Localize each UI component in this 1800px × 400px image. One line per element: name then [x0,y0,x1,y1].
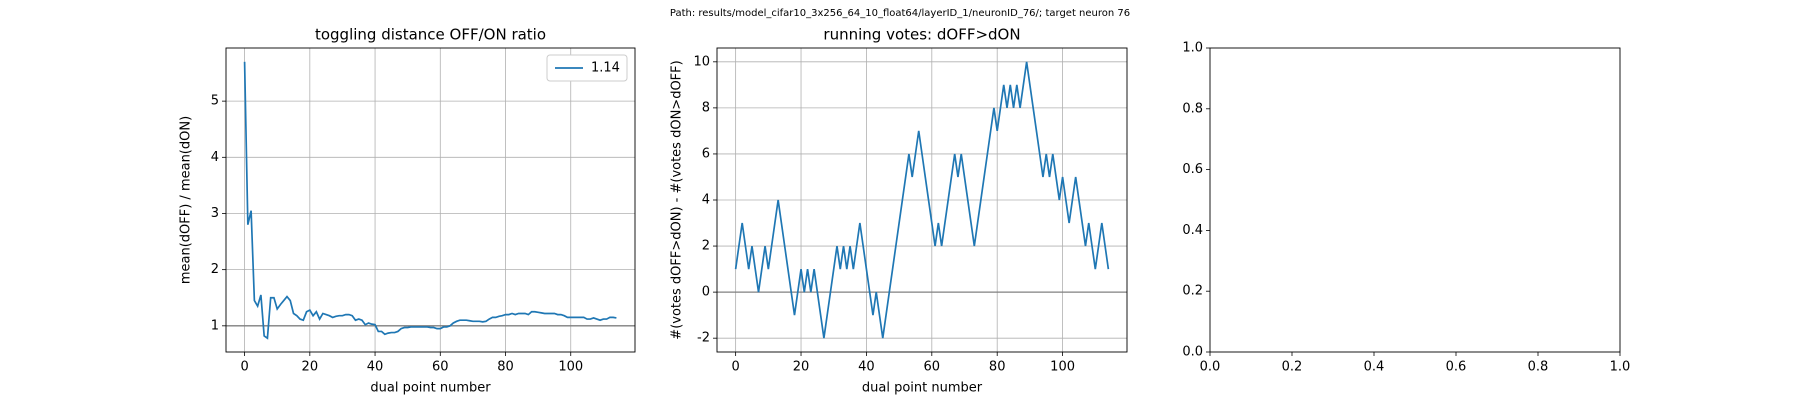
x-tick-label: 60 [924,360,941,375]
y-tick-label: 1 [211,318,219,333]
x-axis-label: dual point number [862,381,983,396]
y-tick-label: 5 [211,94,219,109]
y-tick-label: 0.4 [1182,223,1203,238]
data-line [734,61,1110,339]
data-line [243,61,617,340]
y-tick-label: 8 [702,100,710,115]
y-tick-label: 0.0 [1182,345,1203,360]
y-tick-label: 0.2 [1182,284,1203,299]
y-tick-label: -2 [697,331,710,346]
axes-frame [225,47,636,353]
y-tick-label: 10 [693,54,710,69]
x-tick-label: 40 [858,360,875,375]
x-tick-label: 40 [367,360,384,375]
x-tick-label: 0.2 [1282,360,1303,375]
y-tick-label: 0 [702,285,710,300]
y-tick-label: 3 [211,206,219,221]
x-tick-label: 0.4 [1364,360,1385,375]
y-tick-label: 0.6 [1182,162,1203,177]
y-tick-label: 2 [211,262,219,277]
suptitle: Path: results/model_cifar10_3x256_64_10_… [670,8,1130,19]
legend-label: 1.14 [591,61,620,76]
axes-title: toggling distance OFF/ON ratio [315,26,546,44]
y-axis-label: #(votes dOFF>dON) - #(votes dON>dOFF) [670,60,685,339]
x-tick-label: 80 [989,360,1006,375]
axes-title: running votes: dOFF>dON [823,26,1020,44]
y-tick-label: 6 [702,146,710,161]
x-tick-label: 0.0 [1200,360,1221,375]
axes-frame [716,47,1128,353]
legend: 1.14 [546,54,628,82]
x-axis-label: dual point number [370,381,491,396]
axes-frame [1209,47,1621,353]
y-tick-label: 0.8 [1182,101,1203,116]
x-tick-label: 60 [432,360,449,375]
x-tick-label: 0 [731,360,739,375]
x-tick-label: 0 [240,360,248,375]
x-tick-label: 0.8 [1528,360,1549,375]
x-tick-label: 20 [302,360,319,375]
x-tick-label: 80 [497,360,514,375]
x-tick-label: 0.6 [1446,360,1467,375]
y-tick-label: 4 [702,193,710,208]
legend-box [546,54,628,82]
x-tick-label: 1.0 [1610,360,1631,375]
x-tick-label: 100 [1050,360,1075,375]
y-tick-label: 2 [702,239,710,254]
y-tick-label: 4 [211,150,219,165]
x-tick-label: 100 [558,360,583,375]
y-axis-label: mean(dOFF) / mean(dON) [179,116,194,284]
x-tick-label: 20 [793,360,810,375]
y-tick-label: 1.0 [1182,41,1203,56]
